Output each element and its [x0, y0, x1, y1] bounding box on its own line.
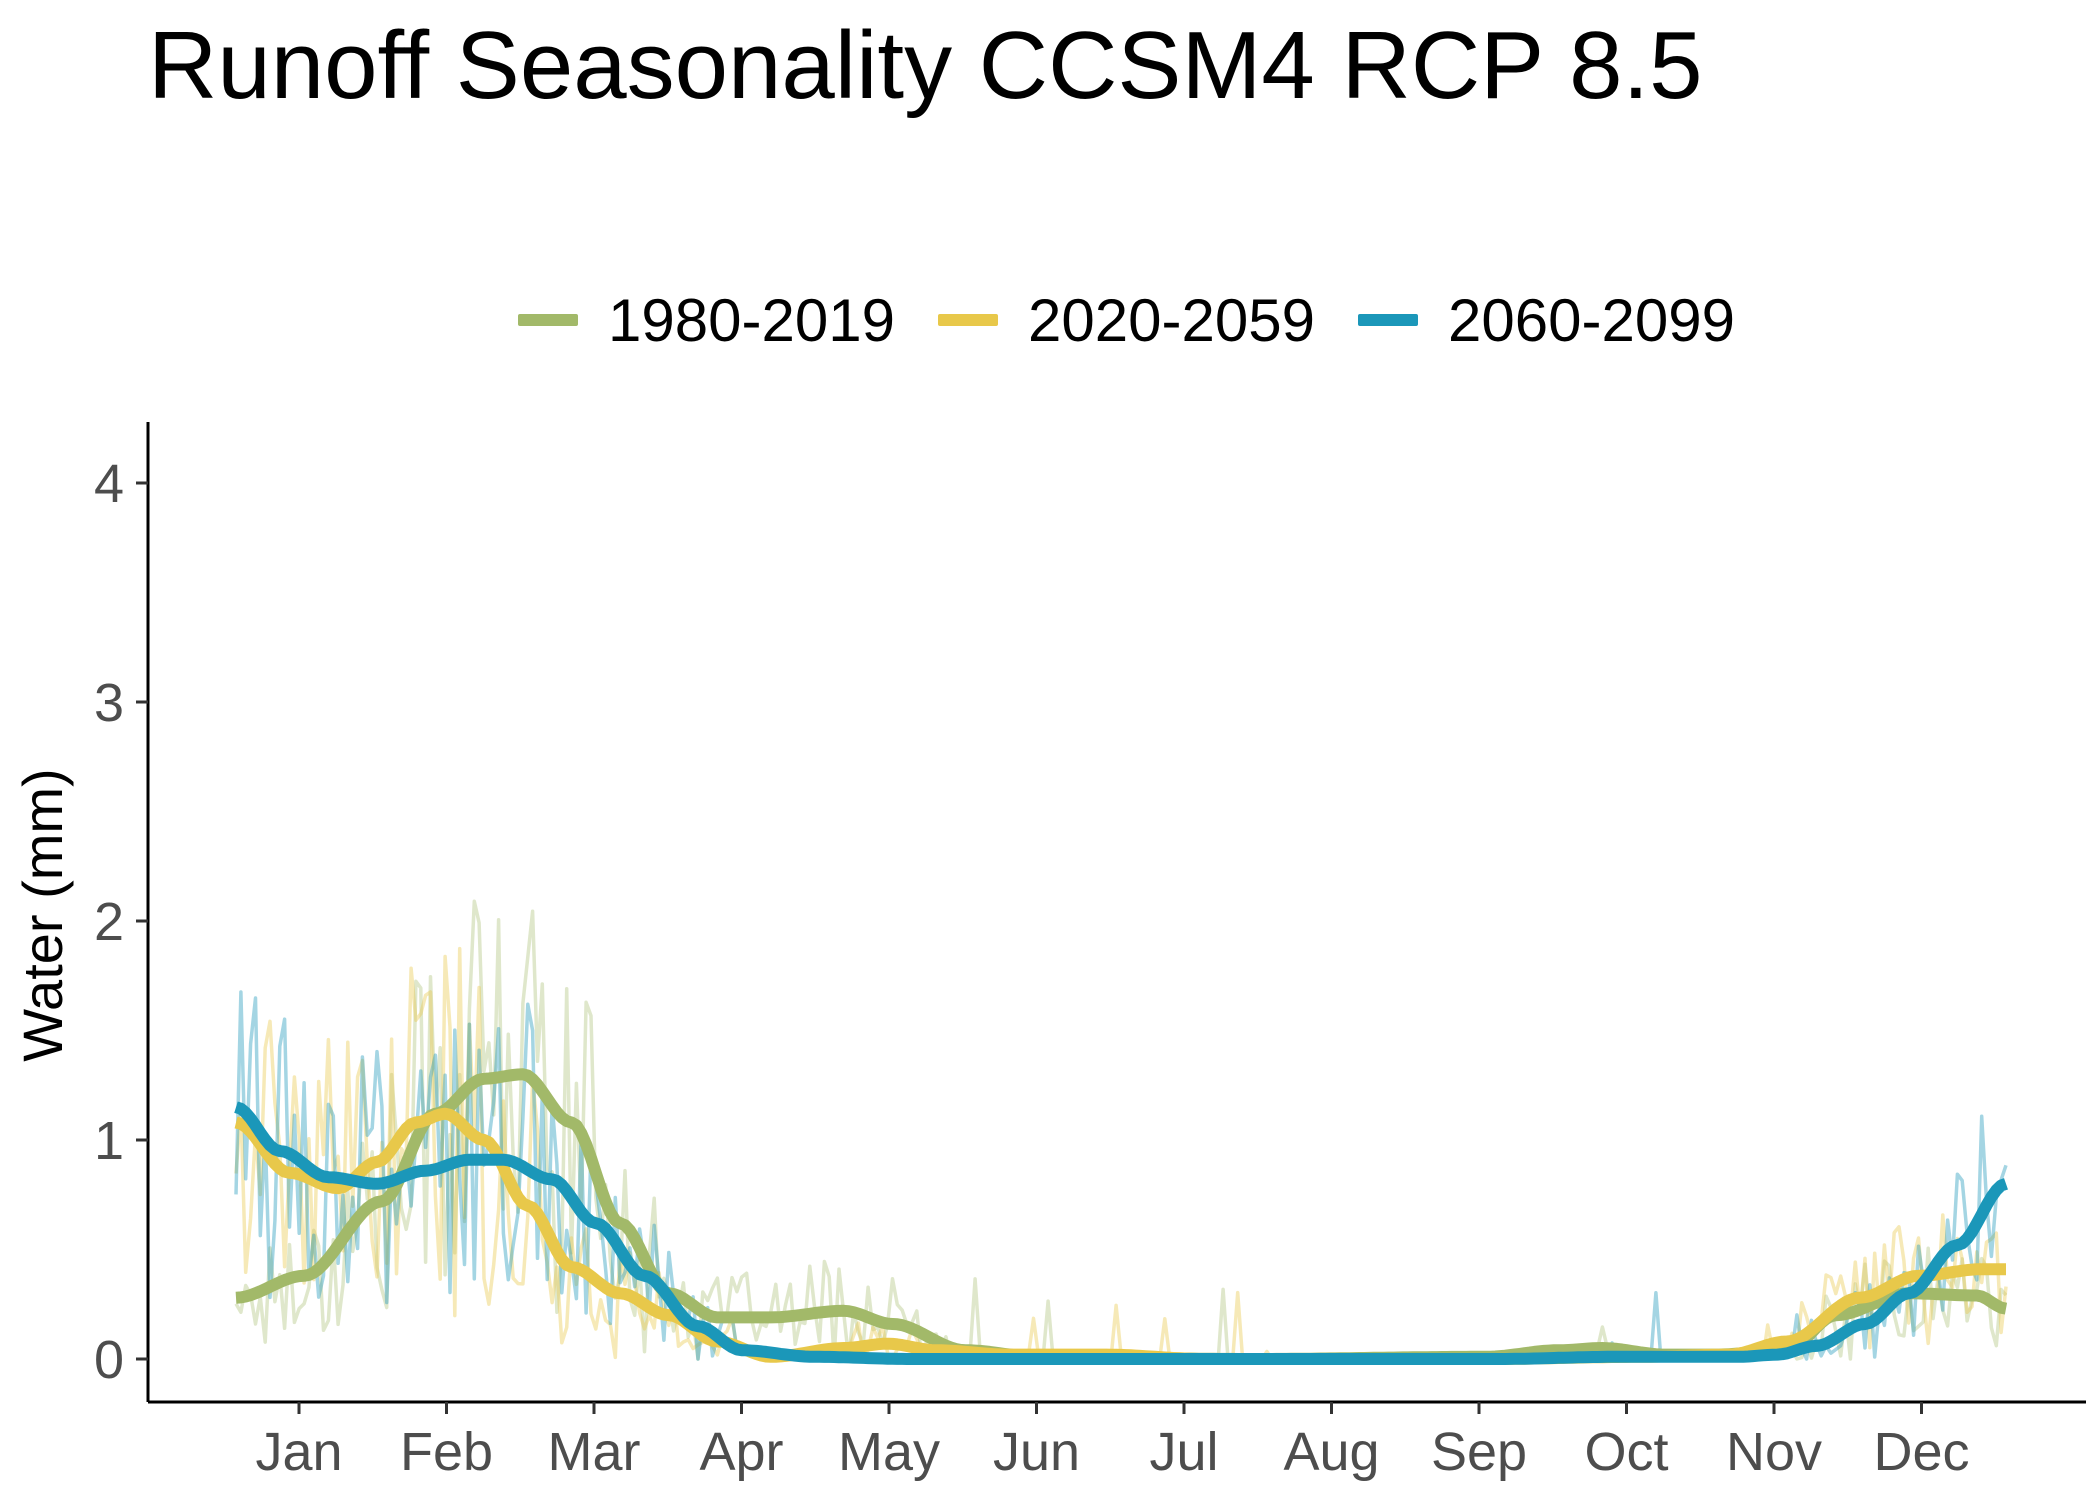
legend-key-2020-2059: [938, 314, 998, 326]
y-tick-label: 3: [94, 673, 124, 733]
x-tick-label-dec: Dec: [1873, 1422, 1969, 1482]
x-tick-label-jun: Jun: [993, 1422, 1080, 1482]
x-tick-label-feb: Feb: [400, 1422, 493, 1482]
legend: 1980-2019 2020-2059 2060-2099: [0, 280, 2100, 360]
legend-key-2060-2099: [1358, 314, 1418, 326]
x-tick-label-oct: Oct: [1584, 1422, 1668, 1482]
x-tick-label-may: May: [838, 1422, 940, 1482]
legend-label-2020-2059: 2020-2059: [1028, 286, 1315, 354]
y-tick-label: 1: [94, 1111, 124, 1171]
x-ticks: Jan Feb Mar Apr May Jun Jul Aug Sep Oct Nov Dec: [255, 1402, 1970, 1482]
y-tick-label: 4: [94, 454, 124, 514]
x-tick-label-sep: Sep: [1431, 1422, 1527, 1482]
y-axis-title: Water (mm): [11, 768, 74, 1061]
y-ticks: 0 1 2 3 4: [94, 454, 148, 1390]
x-tick-label-nov: Nov: [1726, 1422, 1822, 1482]
chart-title: Runoff Seasonality CCSM4 RCP 8.5: [148, 12, 1703, 119]
legend-item-2060-2099: 2060-2099: [1358, 280, 1735, 360]
smoothed-lines: [234, 1068, 2008, 1365]
axes: [146, 422, 2086, 1404]
y-tick-label: 2: [94, 892, 124, 952]
x-tick-label-jul: Jul: [1149, 1422, 1218, 1482]
smooth-line-2020-2059: [234, 1107, 2008, 1365]
legend-label-2060-2099: 2060-2099: [1448, 286, 1735, 354]
x-tick-label-mar: Mar: [548, 1422, 641, 1482]
legend-item-2020-2059: 2020-2059: [938, 280, 1315, 360]
x-tick-label-aug: Aug: [1283, 1422, 1379, 1482]
legend-key-1980-2019: [518, 314, 578, 326]
smooth-line-2060-2099: [234, 1101, 2008, 1365]
raw-data-lines: [234, 899, 2008, 1361]
x-tick-label-jan: Jan: [255, 1422, 342, 1482]
legend-label-1980-2019: 1980-2019: [608, 286, 895, 354]
legend-item-1980-2019: 1980-2019: [518, 280, 895, 360]
y-tick-label: 0: [94, 1330, 124, 1390]
x-tick-label-apr: Apr: [699, 1422, 783, 1482]
